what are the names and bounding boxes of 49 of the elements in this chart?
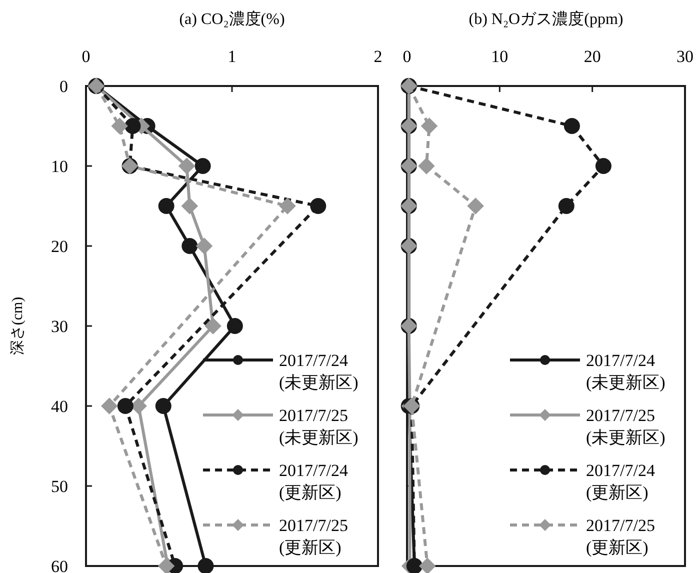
point	[198, 558, 214, 573]
point	[558, 198, 574, 214]
point	[418, 158, 435, 174]
y-axis-title: 深さ(cm)	[9, 296, 26, 356]
legend-label: 2017/7/24 (未更新区)	[586, 351, 666, 392]
point	[158, 198, 174, 214]
legend-label: 2017/7/24 (更新区)	[586, 461, 656, 502]
y-tick-label: 30	[51, 317, 68, 336]
chart-title: (a) CO₂濃度(%)	[179, 10, 285, 28]
legend-label: 2017/7/24 (未更新区)	[279, 351, 358, 392]
chart-title: (b) N₂Oガス濃度(ppm)	[468, 10, 624, 28]
point	[406, 558, 422, 573]
point	[310, 198, 326, 214]
x-tick-label: 0	[82, 47, 90, 66]
point	[196, 238, 213, 254]
point	[194, 158, 211, 174]
point	[124, 118, 141, 134]
point	[117, 398, 134, 414]
legend-label: 2017/7/25 (未更新区)	[586, 406, 666, 447]
legend-label: 2017/7/24 (更新区)	[279, 461, 348, 502]
point	[564, 118, 580, 134]
legend-label: 2017/7/25 (未更新区)	[279, 406, 358, 447]
x-tick-label: 30	[676, 47, 694, 66]
point	[595, 158, 612, 174]
point	[182, 238, 198, 254]
y-tick-label: 0	[60, 77, 68, 96]
point	[418, 558, 436, 573]
x-tick-label: 10	[491, 47, 508, 66]
x-tick-label: 20	[584, 47, 601, 66]
y-tick-label: 40	[51, 397, 68, 416]
point	[226, 318, 243, 334]
point	[420, 118, 438, 134]
y-tick-label: 60	[51, 557, 68, 573]
point	[279, 198, 296, 214]
legend-label: 2017/7/25 (更新区)	[279, 516, 348, 557]
point	[181, 198, 198, 214]
y-tick-label: 10	[51, 157, 68, 176]
legend-label: 2017/7/25 (更新区)	[586, 516, 655, 557]
point	[155, 398, 172, 414]
x-tick-label: 2	[374, 47, 382, 66]
point	[111, 118, 128, 134]
point	[204, 318, 222, 334]
point	[100, 398, 118, 414]
x-tick-label: 1	[228, 47, 236, 66]
y-tick-label: 20	[51, 237, 68, 256]
point	[467, 198, 484, 214]
x-tick-label: 0	[402, 47, 412, 66]
y-tick-label: 50	[51, 477, 68, 496]
point	[178, 158, 196, 174]
